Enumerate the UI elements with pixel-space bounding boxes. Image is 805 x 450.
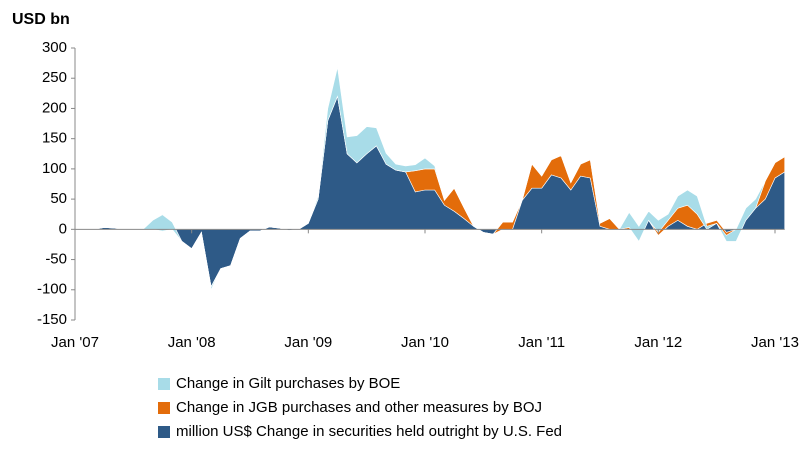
y-tick-label: -150 [37, 311, 67, 328]
y-tick-label: -50 [45, 251, 67, 268]
legend-swatch [158, 378, 170, 390]
area [75, 95, 785, 288]
x-tick-label: Jan '07 [51, 334, 99, 351]
area [75, 67, 785, 291]
y-tick-label: 50 [50, 190, 67, 207]
y-tick-label: 250 [42, 69, 67, 86]
x-tick-label: Jan '12 [634, 334, 682, 351]
x-tick-label: Jan '11 [518, 334, 565, 351]
y-tick-label: -100 [37, 281, 67, 298]
y-tick-label: 200 [42, 99, 67, 116]
legend-label: Change in JGB purchases and other measur… [176, 399, 542, 416]
y-tick-label: 300 [42, 39, 67, 56]
x-tick-label: Jan '13 [751, 334, 799, 351]
y-tick-label: 100 [42, 160, 67, 177]
legend-label: Change in Gilt purchases by BOE [176, 375, 400, 392]
legend-swatch [158, 426, 170, 438]
x-tick-label: Jan '10 [401, 334, 449, 351]
y-tick-label: 0 [59, 220, 67, 237]
y-tick-label: 150 [42, 130, 67, 147]
chart-title: USD bn [12, 11, 70, 28]
legend-label: million US$ Change in securities held ou… [176, 423, 562, 440]
x-tick-label: Jan '08 [168, 334, 216, 351]
legend-swatch [158, 402, 170, 414]
x-tick-label: Jan '09 [284, 334, 332, 351]
